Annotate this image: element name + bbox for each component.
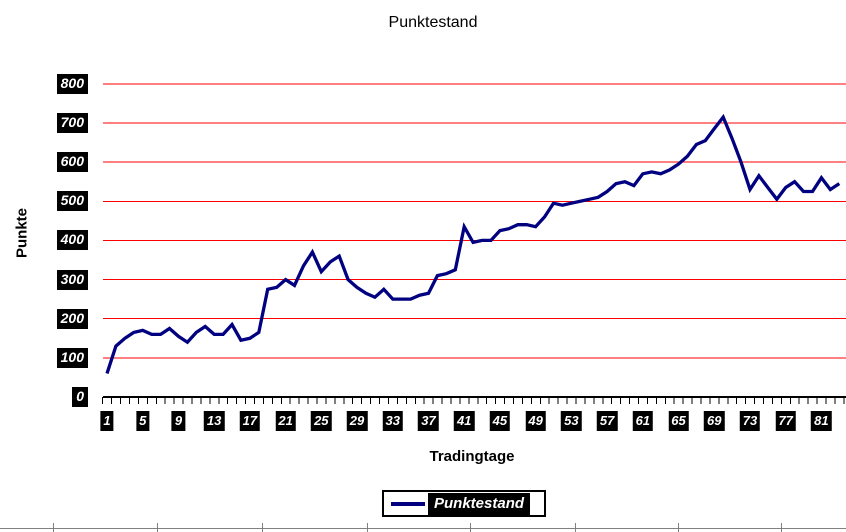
x-axis-title: Tradingtage: [429, 448, 515, 465]
x-tick-label-49: 49: [525, 411, 546, 431]
y-tick-label-700: 700: [56, 112, 88, 133]
legend-line-marker: [391, 501, 425, 506]
x-tick-label-73: 73: [739, 411, 761, 431]
cell-border-vertical: [262, 523, 263, 532]
cell-border-vertical: [367, 523, 368, 532]
x-tick-label-29: 29: [346, 411, 368, 431]
cell-border-vertical: [53, 523, 54, 532]
cell-border-vertical: [157, 523, 158, 532]
legend: Punktestand: [382, 490, 546, 517]
y-tick-label-800: 800: [56, 73, 88, 94]
y-axis-title: Punkte: [13, 207, 31, 259]
x-tick-label-25: 25: [311, 411, 332, 431]
cell-border-vertical: [575, 523, 576, 532]
chart-title: Punktestand: [388, 14, 478, 31]
x-tick-label-69: 69: [704, 411, 725, 431]
x-tick-label-9: 9: [171, 411, 186, 431]
cell-border-vertical: [470, 523, 471, 532]
x-tick-label-61: 61: [632, 411, 654, 431]
x-tick-label-21: 21: [275, 411, 296, 431]
x-tick-label-33: 33: [382, 411, 403, 431]
x-tick-label-17: 17: [239, 411, 261, 431]
y-tick-label-500: 500: [56, 191, 88, 212]
y-tick-label-600: 600: [56, 152, 88, 173]
cell-border-horizontal: [0, 528, 846, 529]
y-tick-label-100: 100: [56, 347, 88, 368]
y-tick-label-300: 300: [56, 269, 88, 290]
y-tick-label-200: 200: [56, 308, 88, 329]
x-tick-label-1: 1: [100, 411, 114, 431]
legend-series-label: Punktestand: [428, 492, 531, 515]
x-tick-label-53: 53: [561, 411, 582, 431]
x-tick-label-37: 37: [418, 411, 439, 431]
series-line-punktestand: [105, 113, 841, 375]
x-tick-label-13: 13: [203, 411, 225, 431]
x-tick-label-77: 77: [775, 411, 796, 431]
x-tick-label-41: 41: [453, 411, 475, 431]
cell-border-vertical: [781, 523, 782, 532]
cell-border-vertical: [678, 523, 679, 532]
x-tick-label-57: 57: [596, 411, 618, 431]
x-tick-label-81: 81: [811, 411, 832, 431]
x-tick-label-65: 65: [668, 411, 689, 431]
y-tick-label-400: 400: [56, 230, 88, 251]
y-tick-label-0: 0: [72, 387, 88, 407]
x-tick-label-5: 5: [136, 411, 150, 431]
x-tick-label-45: 45: [489, 411, 511, 431]
